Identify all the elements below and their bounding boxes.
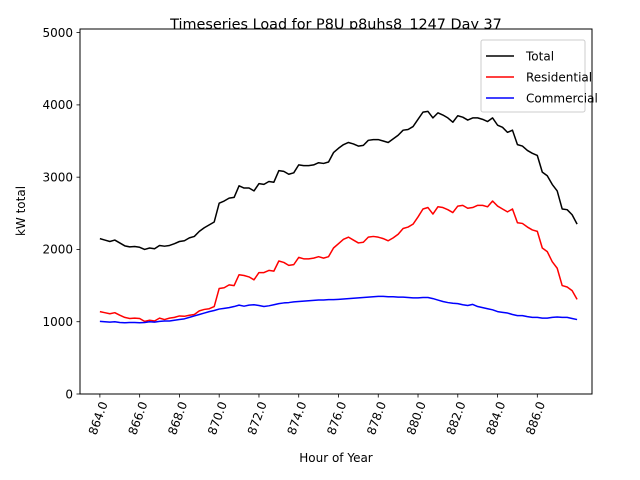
y-tick-label: 2000	[42, 243, 73, 257]
legend-label-commercial: Commercial	[526, 91, 598, 105]
x-tick-label: 872.0	[245, 400, 270, 437]
x-tick-label: 882.0	[444, 400, 469, 437]
x-tick-label: 886.0	[523, 400, 548, 437]
y-tick-label: 5000	[42, 26, 73, 40]
series-lines	[99, 110, 578, 324]
series-line-residential	[99, 200, 578, 323]
legend-label-total: Total	[525, 49, 554, 63]
series-line-commercial	[99, 295, 578, 324]
x-tick-label: 880.0	[404, 400, 429, 437]
x-axis: 864.0 866.0 868.0 870.0 872.0 874.0 876.0 878.0…	[86, 394, 548, 437]
x-tick-label: 870.0	[205, 400, 230, 437]
x-axis-label: Hour of Year	[299, 451, 373, 465]
x-tick-label: 876.0	[324, 400, 349, 437]
y-tick-label: 3000	[42, 170, 73, 184]
x-tick-label: 874.0	[285, 400, 310, 437]
legend-frame	[480, 39, 586, 113]
y-axis-label: kW total	[14, 186, 28, 236]
x-tick-label: 878.0	[364, 400, 389, 437]
y-tick-label: 1000	[42, 315, 73, 329]
x-tick-label: 864.0	[86, 400, 111, 437]
y-tick-label: 4000	[42, 98, 73, 112]
legend-label-residential: Residential	[526, 70, 592, 84]
x-tick-label: 884.0	[483, 400, 508, 437]
x-tick-label: 868.0	[165, 400, 190, 437]
legend: Total Residential Commercial	[480, 39, 598, 113]
x-tick-label: 866.0	[126, 400, 151, 437]
series-line-total	[99, 110, 578, 251]
y-tick-label: 0	[65, 387, 73, 401]
y-axis: 0 1000 2000 3000 4000 5000	[42, 26, 80, 401]
